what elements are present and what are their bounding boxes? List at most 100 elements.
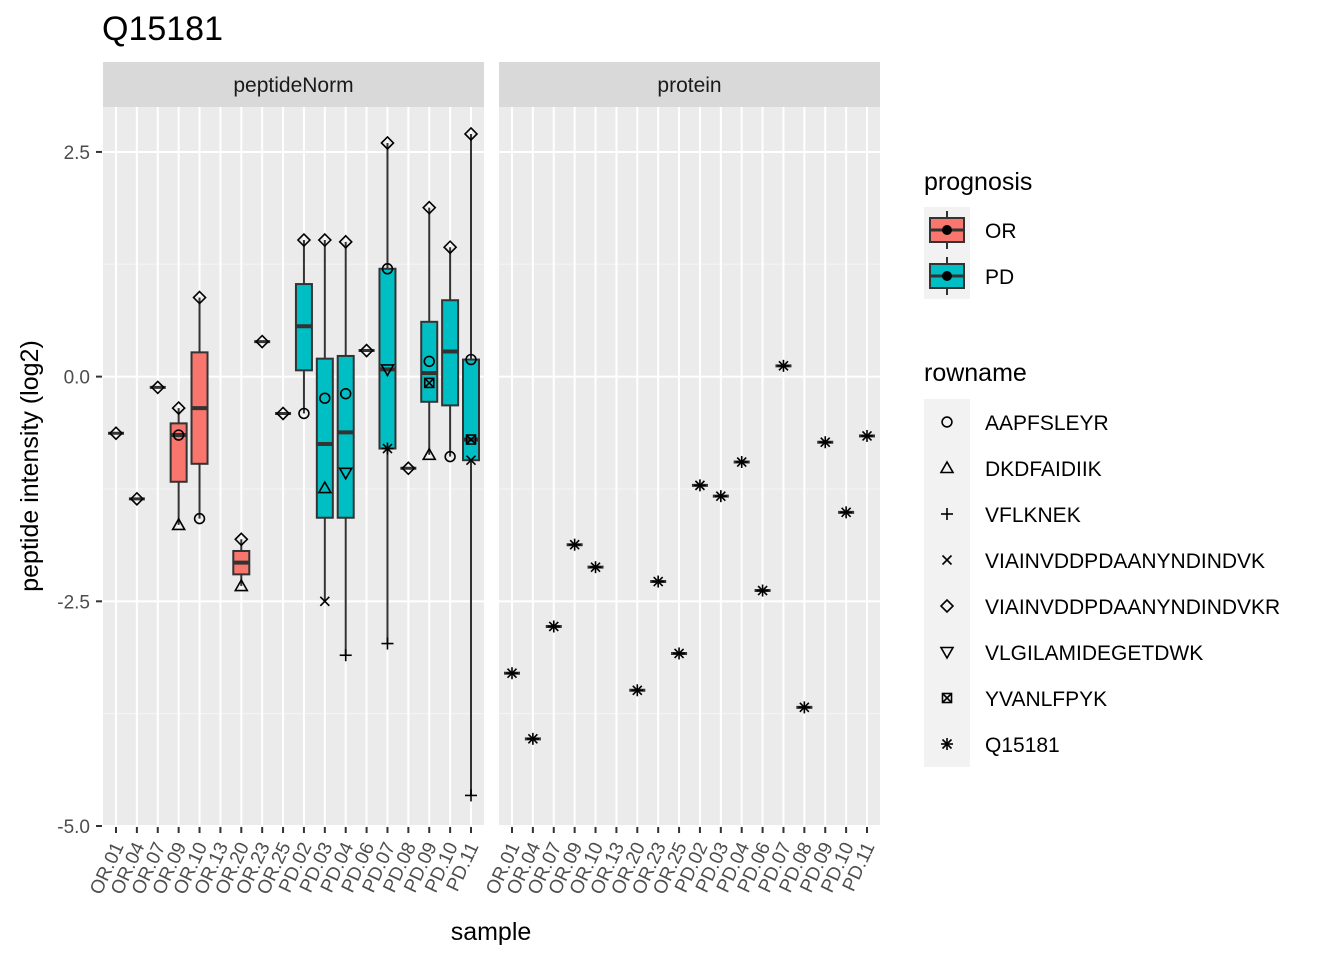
legend-key-background xyxy=(924,399,970,445)
data-point xyxy=(714,490,727,503)
legend-rowname: rowname AAPFSLEYR DKDFAIDIIK VFLKNEK VIAINV… xyxy=(924,359,1280,767)
data-point xyxy=(631,684,644,697)
legend-key-shape xyxy=(939,460,955,474)
data-point xyxy=(298,407,310,420)
data-point xyxy=(234,532,249,547)
y-tick-label: 2.5 xyxy=(64,143,90,164)
data-point xyxy=(319,596,330,607)
data-point xyxy=(465,789,477,802)
legend-prognosis-label: OR xyxy=(985,220,1017,243)
data-point xyxy=(193,512,206,525)
legend-key-point xyxy=(942,271,952,281)
legend-rowname-title: rowname xyxy=(924,359,1027,387)
data-point xyxy=(108,426,124,441)
data-point xyxy=(319,392,331,404)
legend-key-shape xyxy=(939,646,955,660)
data-point xyxy=(444,450,456,463)
chart-title: Q15181 xyxy=(102,10,223,48)
legend-rowname-label: DKDFAIDIIK xyxy=(985,458,1102,481)
data-point xyxy=(798,701,811,714)
data-point xyxy=(735,456,748,469)
legend-key-point xyxy=(942,225,952,235)
data-point xyxy=(381,263,394,275)
data-point xyxy=(359,343,374,358)
box-body xyxy=(378,267,397,450)
strip-background xyxy=(103,62,484,107)
legend-key-shape xyxy=(941,416,953,428)
legend-rowname-label: YVANLFPYK xyxy=(985,688,1107,711)
data-point xyxy=(756,584,769,597)
data-point xyxy=(380,135,395,151)
data-point xyxy=(506,667,518,680)
y-axis-title: peptide intensity (log2) xyxy=(16,340,44,592)
legend-rowname-label: VIAINVDDPDAANYNDINDVKR xyxy=(985,596,1280,619)
data-point xyxy=(255,334,270,349)
data-point xyxy=(339,649,352,662)
strip-background xyxy=(499,62,880,107)
box-body xyxy=(169,422,188,483)
data-point xyxy=(422,200,437,215)
data-point xyxy=(693,479,706,492)
data-point xyxy=(317,480,333,494)
data-point xyxy=(589,561,602,574)
data-point xyxy=(338,234,353,249)
legend-key-shape xyxy=(941,508,953,520)
data-point xyxy=(381,637,394,650)
data-point xyxy=(317,232,332,248)
legend-rowname-label: AAPFSLEYR xyxy=(985,412,1109,435)
legend-key-background xyxy=(924,445,970,491)
data-point xyxy=(423,377,435,389)
panel-background xyxy=(499,107,880,826)
legend-rowname-label: VFLKNEK xyxy=(985,504,1081,527)
panel-background xyxy=(103,107,484,826)
y-tick-label: -5.0 xyxy=(57,817,90,838)
y-tick-label: -2.5 xyxy=(57,592,90,613)
data-point xyxy=(172,429,185,441)
legend-prognosis: prognosis OR PD xyxy=(924,168,1032,299)
data-point xyxy=(296,232,312,248)
box-body xyxy=(315,357,334,519)
data-point xyxy=(442,240,458,255)
legend-key-background xyxy=(924,629,970,675)
box-body xyxy=(462,358,480,462)
data-point xyxy=(129,491,145,506)
data-point xyxy=(401,461,416,476)
data-point xyxy=(171,517,187,531)
legend-key-shape xyxy=(941,554,953,566)
plot-layer: peptideNormOR.01OR.04OR.07OR.09OR.10OR.1… xyxy=(57,62,880,898)
data-point xyxy=(465,455,477,466)
data-point xyxy=(381,442,394,455)
strip-label: peptideNorm xyxy=(233,74,353,97)
data-point xyxy=(819,436,832,449)
strip-label: protein xyxy=(657,74,721,97)
data-point xyxy=(423,355,435,368)
data-point xyxy=(338,467,354,481)
legend-rowname-label: VLGILAMIDEGETDWK xyxy=(985,642,1203,665)
data-point xyxy=(673,647,686,660)
legend-key-shape xyxy=(941,692,953,704)
y-tick-label: 0.0 xyxy=(64,368,90,389)
data-point xyxy=(421,447,437,461)
data-point xyxy=(547,620,560,633)
legend-rowname-label: Q15181 xyxy=(985,734,1060,757)
data-point xyxy=(150,380,165,395)
data-point xyxy=(380,364,395,378)
legend-prognosis-label: PD xyxy=(985,266,1014,289)
data-point xyxy=(465,353,477,366)
data-point xyxy=(526,732,539,745)
data-point xyxy=(192,290,207,305)
legend-key-shape xyxy=(941,738,953,750)
data-point xyxy=(777,359,790,372)
data-point xyxy=(275,406,291,421)
data-point xyxy=(463,126,479,142)
data-point xyxy=(465,434,477,445)
x-axis-title: sample xyxy=(451,918,532,946)
data-point xyxy=(339,387,352,400)
data-point xyxy=(652,575,665,588)
legend-key-shape xyxy=(939,598,955,614)
legend-key-background xyxy=(924,583,970,629)
data-point xyxy=(840,506,853,519)
data-point xyxy=(171,400,186,416)
data-point xyxy=(568,538,581,551)
